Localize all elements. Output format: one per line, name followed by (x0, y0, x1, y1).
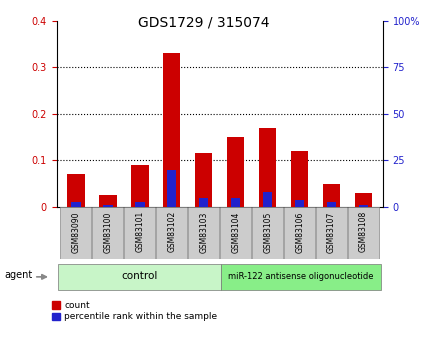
FancyBboxPatch shape (92, 207, 123, 259)
FancyBboxPatch shape (221, 264, 380, 290)
Bar (290, 151, 308, 207)
Bar (258, 128, 276, 207)
Bar (198, 198, 208, 207)
Bar (358, 205, 368, 207)
Text: GSM83100: GSM83100 (103, 211, 112, 253)
Bar (67, 174, 84, 207)
Bar (135, 202, 144, 207)
Text: GSM83101: GSM83101 (135, 211, 144, 253)
FancyBboxPatch shape (124, 207, 155, 259)
FancyBboxPatch shape (252, 207, 283, 259)
Bar (131, 165, 148, 207)
Text: miR-122 antisense oligonucleotide: miR-122 antisense oligonucleotide (228, 272, 373, 281)
Text: GSM83106: GSM83106 (294, 211, 303, 253)
Text: agent: agent (4, 270, 33, 280)
Text: GSM83108: GSM83108 (358, 211, 367, 253)
FancyBboxPatch shape (348, 207, 378, 259)
FancyBboxPatch shape (156, 207, 187, 259)
Bar (262, 192, 272, 207)
FancyBboxPatch shape (188, 207, 219, 259)
FancyBboxPatch shape (220, 207, 250, 259)
Text: GDS1729 / 315074: GDS1729 / 315074 (137, 16, 269, 30)
Bar (71, 202, 80, 207)
Text: GSM83102: GSM83102 (167, 211, 176, 253)
FancyBboxPatch shape (60, 207, 91, 259)
FancyBboxPatch shape (316, 207, 346, 259)
Bar (230, 198, 240, 207)
Text: GSM83104: GSM83104 (230, 211, 240, 253)
Text: GSM83107: GSM83107 (326, 211, 335, 253)
Legend: count, percentile rank within the sample: count, percentile rank within the sample (52, 301, 217, 322)
Bar (354, 193, 372, 207)
Bar (227, 137, 244, 207)
Text: GSM83105: GSM83105 (263, 211, 272, 253)
Bar (194, 154, 212, 207)
FancyBboxPatch shape (284, 207, 314, 259)
Text: control: control (121, 271, 158, 281)
Bar (322, 184, 340, 207)
FancyBboxPatch shape (58, 264, 221, 290)
Bar (99, 195, 116, 207)
Text: GSM83090: GSM83090 (71, 211, 80, 253)
Text: GSM83103: GSM83103 (199, 211, 208, 253)
Bar (326, 202, 335, 207)
Bar (103, 205, 112, 207)
Bar (162, 53, 180, 207)
Bar (294, 199, 304, 207)
Bar (167, 170, 176, 207)
